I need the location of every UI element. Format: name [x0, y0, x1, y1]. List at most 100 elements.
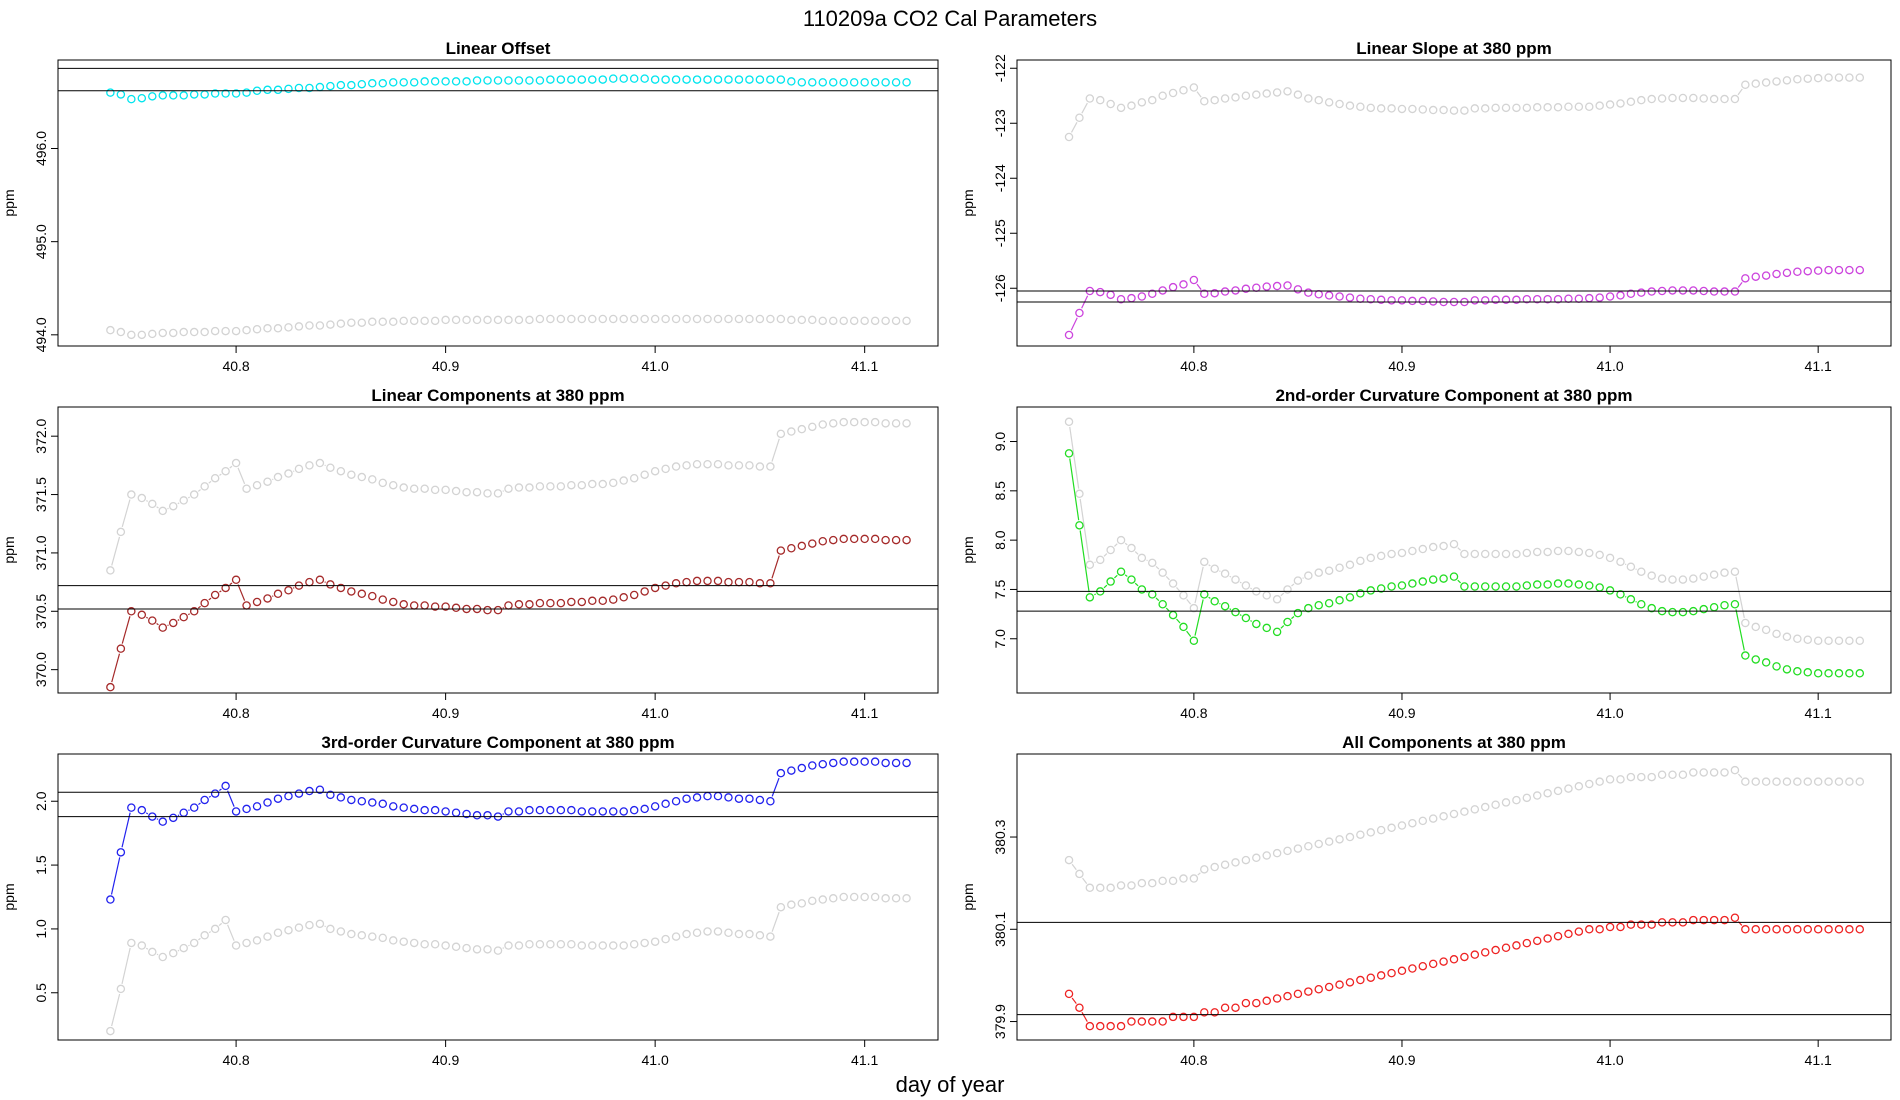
x-tick-label: 41.1	[851, 705, 878, 721]
data-point	[1127, 543, 1136, 553]
data-point	[1501, 549, 1511, 559]
data-point	[1532, 103, 1542, 112]
data-point	[629, 314, 639, 324]
data-point	[1200, 97, 1209, 106]
data-point	[514, 315, 524, 325]
data-point	[1813, 925, 1823, 934]
data-point	[1543, 103, 1552, 112]
data-point	[546, 598, 555, 608]
data-point	[692, 75, 702, 84]
data-point	[305, 577, 314, 587]
data-point	[1314, 568, 1323, 577]
data-point	[1387, 968, 1396, 978]
series-segment	[1208, 564, 1211, 567]
data-point	[1741, 274, 1750, 283]
series-segment	[208, 597, 212, 601]
data-point	[514, 76, 524, 85]
y-tick-label: 380.3	[992, 819, 1008, 854]
data-point	[137, 805, 147, 815]
data-point	[1231, 286, 1240, 295]
series-segment	[1196, 283, 1202, 290]
data-point	[127, 490, 136, 499]
plot-frame	[57, 753, 939, 1041]
data-point	[1689, 93, 1698, 103]
data-point	[472, 945, 482, 954]
data-point	[567, 314, 576, 324]
data-point	[1449, 955, 1459, 964]
data-point	[629, 590, 639, 600]
series-segment	[1457, 579, 1462, 584]
data-point	[1366, 294, 1376, 304]
data-point	[231, 326, 241, 336]
data-point	[671, 462, 681, 471]
series-segment	[1069, 458, 1080, 521]
series-segment	[1291, 583, 1295, 587]
data-point	[577, 480, 587, 490]
data-point	[598, 807, 608, 816]
data-point	[1106, 545, 1115, 555]
data-point	[1116, 294, 1126, 304]
data-point	[1262, 591, 1271, 600]
data-point	[336, 927, 346, 936]
data-point	[1741, 80, 1750, 90]
data-point	[1501, 798, 1511, 807]
data-point	[1241, 91, 1251, 101]
data-point	[1678, 286, 1688, 295]
data-point	[315, 575, 325, 585]
data-point	[388, 802, 398, 811]
series-segment	[1737, 88, 1743, 96]
series-segment	[1250, 620, 1253, 622]
data-point	[1220, 569, 1230, 578]
y-tick-label: 2.0	[33, 791, 49, 811]
data-point	[106, 88, 115, 97]
data-point	[451, 315, 461, 325]
data-point	[776, 768, 786, 778]
data-point	[808, 315, 817, 325]
data-point	[671, 579, 681, 588]
data-point	[797, 78, 807, 87]
data-point	[1699, 768, 1708, 777]
data-point	[347, 470, 356, 479]
data-point	[755, 462, 765, 471]
data-point	[1522, 793, 1532, 803]
data-point	[1720, 768, 1729, 777]
data-point	[661, 314, 670, 324]
series-segment	[219, 590, 222, 593]
data-point	[1189, 275, 1199, 285]
data-point	[221, 583, 230, 593]
data-point	[1574, 580, 1584, 589]
data-point	[1480, 582, 1490, 591]
data-point	[1293, 608, 1303, 618]
data-point	[273, 472, 283, 482]
data-point	[1335, 563, 1344, 573]
data-point	[1709, 94, 1719, 104]
data-point	[1376, 584, 1386, 593]
data-point	[179, 612, 188, 622]
data-point	[1720, 600, 1729, 610]
data-point	[368, 317, 377, 327]
data-point	[148, 92, 157, 101]
series-segment	[1735, 576, 1745, 619]
series-segment	[1082, 877, 1088, 884]
data-point	[881, 758, 890, 768]
data-point	[305, 321, 314, 330]
data-point	[1262, 282, 1271, 291]
series-offset	[106, 74, 911, 104]
data-point	[336, 583, 346, 593]
data-point	[493, 489, 503, 498]
data-point	[1532, 547, 1542, 557]
data-point	[808, 539, 817, 548]
data-point	[860, 78, 869, 87]
data-point	[1366, 586, 1376, 595]
series-segment	[121, 812, 131, 848]
data-point	[1231, 607, 1240, 617]
data-point	[210, 789, 220, 798]
data-point	[745, 794, 754, 803]
data-point	[1553, 103, 1563, 112]
data-point	[1761, 78, 1771, 87]
data-point	[891, 894, 901, 903]
data-point	[1064, 989, 1074, 999]
y-axis-label: ppm	[1, 883, 17, 910]
data-point	[1470, 805, 1480, 814]
